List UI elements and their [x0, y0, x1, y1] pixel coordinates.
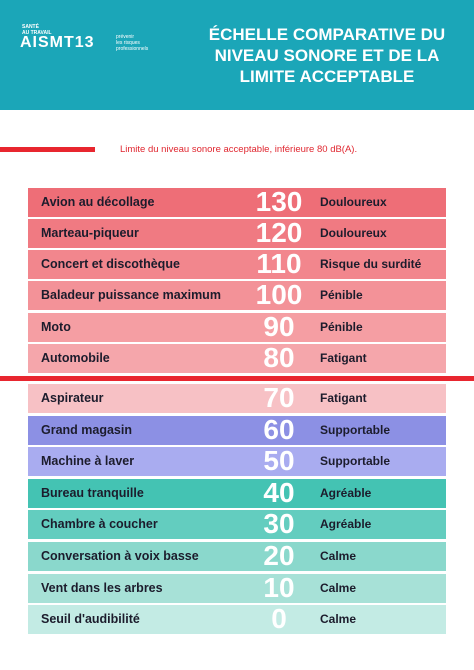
- db-level: 130: [255, 186, 303, 217]
- db-level: 20: [263, 540, 295, 571]
- scale-row: Grand magasin 60 Supportable: [28, 414, 446, 445]
- db-level: 0: [271, 603, 287, 634]
- db-level: 110: [256, 248, 302, 279]
- note: Limite du niveau sonore acceptable, infé…: [120, 144, 358, 155]
- source-label: Vent dans les arbres: [41, 581, 163, 595]
- source-label: Conversation à voix basse: [41, 549, 199, 563]
- category: Fatigant: [320, 351, 367, 365]
- category: Douloureux: [320, 195, 387, 209]
- source-label: Moto: [41, 320, 71, 334]
- category: Agréable: [320, 517, 372, 531]
- source-label: Chambre à coucher: [41, 517, 158, 531]
- category: Pénible: [320, 320, 363, 334]
- header: SANTÉ AU TRAVAIL AISMT13 prévenir les ri…: [0, 0, 474, 110]
- source-label: Seuil d'audibilité: [41, 612, 140, 626]
- scale-row: Avion au décollage 130 Douloureux: [28, 186, 446, 217]
- logo-tagline: prévenir les risques professionnels: [116, 34, 149, 52]
- logo: AISMT13: [20, 34, 95, 51]
- scale-row: Baladeur puissance maximum 100 Pénible: [28, 279, 446, 310]
- scale-row: Seuil d'audibilité 0 Calme: [28, 603, 446, 634]
- category: Calme: [320, 549, 357, 563]
- category: Agréable: [320, 486, 372, 500]
- scale-row: Machine à laver 50 Supportable: [28, 445, 446, 476]
- source-label: Bureau tranquille: [41, 486, 144, 500]
- source-label: Machine à laver: [41, 454, 135, 468]
- db-level: 100: [255, 279, 303, 310]
- scale-row: Aspirateur 70 Fatigant: [28, 382, 446, 413]
- db-level: 90: [263, 311, 295, 342]
- scale-row: Chambre à coucher 30 Agréable: [28, 508, 446, 539]
- db-level: 70: [263, 382, 295, 413]
- note-bar: [0, 147, 95, 152]
- source-label: Avion au décollage: [41, 195, 155, 209]
- source-label: Concert et discothèque: [41, 257, 180, 271]
- source-label: Baladeur puissance maximum: [41, 288, 221, 302]
- category: Calme: [320, 612, 357, 626]
- category: Douloureux: [320, 226, 387, 240]
- db-level: 10: [263, 572, 295, 603]
- db-level: 40: [263, 477, 295, 508]
- source-label: Marteau-piqueur: [41, 226, 139, 240]
- category: Fatigant: [320, 391, 367, 405]
- category: Supportable: [320, 423, 391, 437]
- scale-row: Vent dans les arbres 10 Calme: [28, 572, 446, 603]
- title: ÉCHELLE COMPARATIVE DU NIVEAU SONORE ET …: [208, 25, 446, 86]
- category: Risque du surdité: [320, 257, 422, 271]
- source-label: Aspirateur: [41, 391, 104, 405]
- category: Calme: [320, 581, 357, 595]
- scale-row: Concert et discothèque 110 Risque du surdi…: [28, 248, 446, 279]
- db-level: 60: [263, 414, 295, 445]
- db-level: 50: [263, 445, 295, 476]
- db-level: 120: [255, 217, 303, 248]
- limit-line: [0, 376, 474, 381]
- logo-top: SANTÉ AU TRAVAIL: [22, 24, 52, 36]
- category: Pénible: [320, 288, 363, 302]
- db-level: 80: [263, 342, 295, 373]
- scale-row: Moto 90 Pénible: [28, 311, 446, 342]
- scale-row: Automobile 80 Fatigant: [28, 342, 446, 373]
- source-label: Grand magasin: [41, 423, 132, 437]
- scale-row: Bureau tranquille 40 Agréable: [28, 477, 446, 508]
- category: Supportable: [320, 454, 391, 468]
- scale-row: Conversation à voix basse 20 Calme: [28, 540, 446, 571]
- db-level: 30: [263, 508, 295, 539]
- scale-row: Marteau-piqueur 120 Douloureux: [28, 217, 446, 248]
- source-label: Automobile: [41, 351, 110, 365]
